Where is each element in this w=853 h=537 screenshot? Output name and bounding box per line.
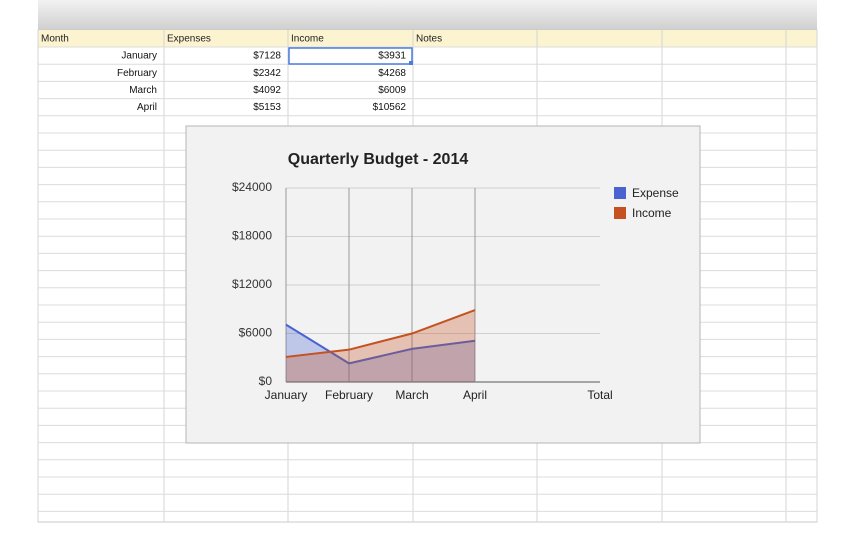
cell: January [121,51,157,62]
x-tick-label: February [325,388,373,402]
column-header: Notes [416,34,442,45]
legend-swatch [614,187,626,199]
y-tick-label: $6000 [239,326,273,340]
y-tick-label: $24000 [232,180,272,194]
legend-label: Income [632,206,672,220]
area [286,324,475,382]
fill-handle [409,61,413,65]
cell: $4268 [378,68,406,79]
column-header-row [38,30,817,47]
y-tick-label: $0 [259,374,273,388]
y-tick-label: $18000 [232,229,272,243]
cell: $6009 [378,85,406,96]
y-tick-label: $12000 [232,277,272,291]
column-header: Expenses [167,34,211,45]
x-tick-label: March [395,388,428,402]
cell: $7128 [253,51,281,62]
line [285,323,476,365]
toolbar [38,0,817,30]
x-tick-label: January [265,388,308,402]
column-header: Income [291,34,324,45]
cell: February [117,68,157,79]
sheet-cells: Month Expenses Income Notes January $7128 $393… [41,34,442,114]
chart: $0 $6000 $12000 $18000 $24000 January February… [232,180,679,402]
chart-title: Quarterly Budget - 2014 [288,151,469,168]
cell: $4092 [253,85,281,96]
x-tick-label: April [463,388,487,402]
line [285,309,476,358]
selected-cell [288,47,413,65]
cell: $3931 [378,51,406,62]
cell: March [129,85,157,96]
cell: April [137,102,157,113]
cell: $5153 [253,102,281,113]
column-header: Month [41,34,69,45]
x-tick-label: Total [587,388,612,402]
cell: $2342 [253,68,281,79]
legend-swatch [614,207,626,219]
legend-label: Expense [632,186,679,200]
cell: $10562 [373,102,407,113]
